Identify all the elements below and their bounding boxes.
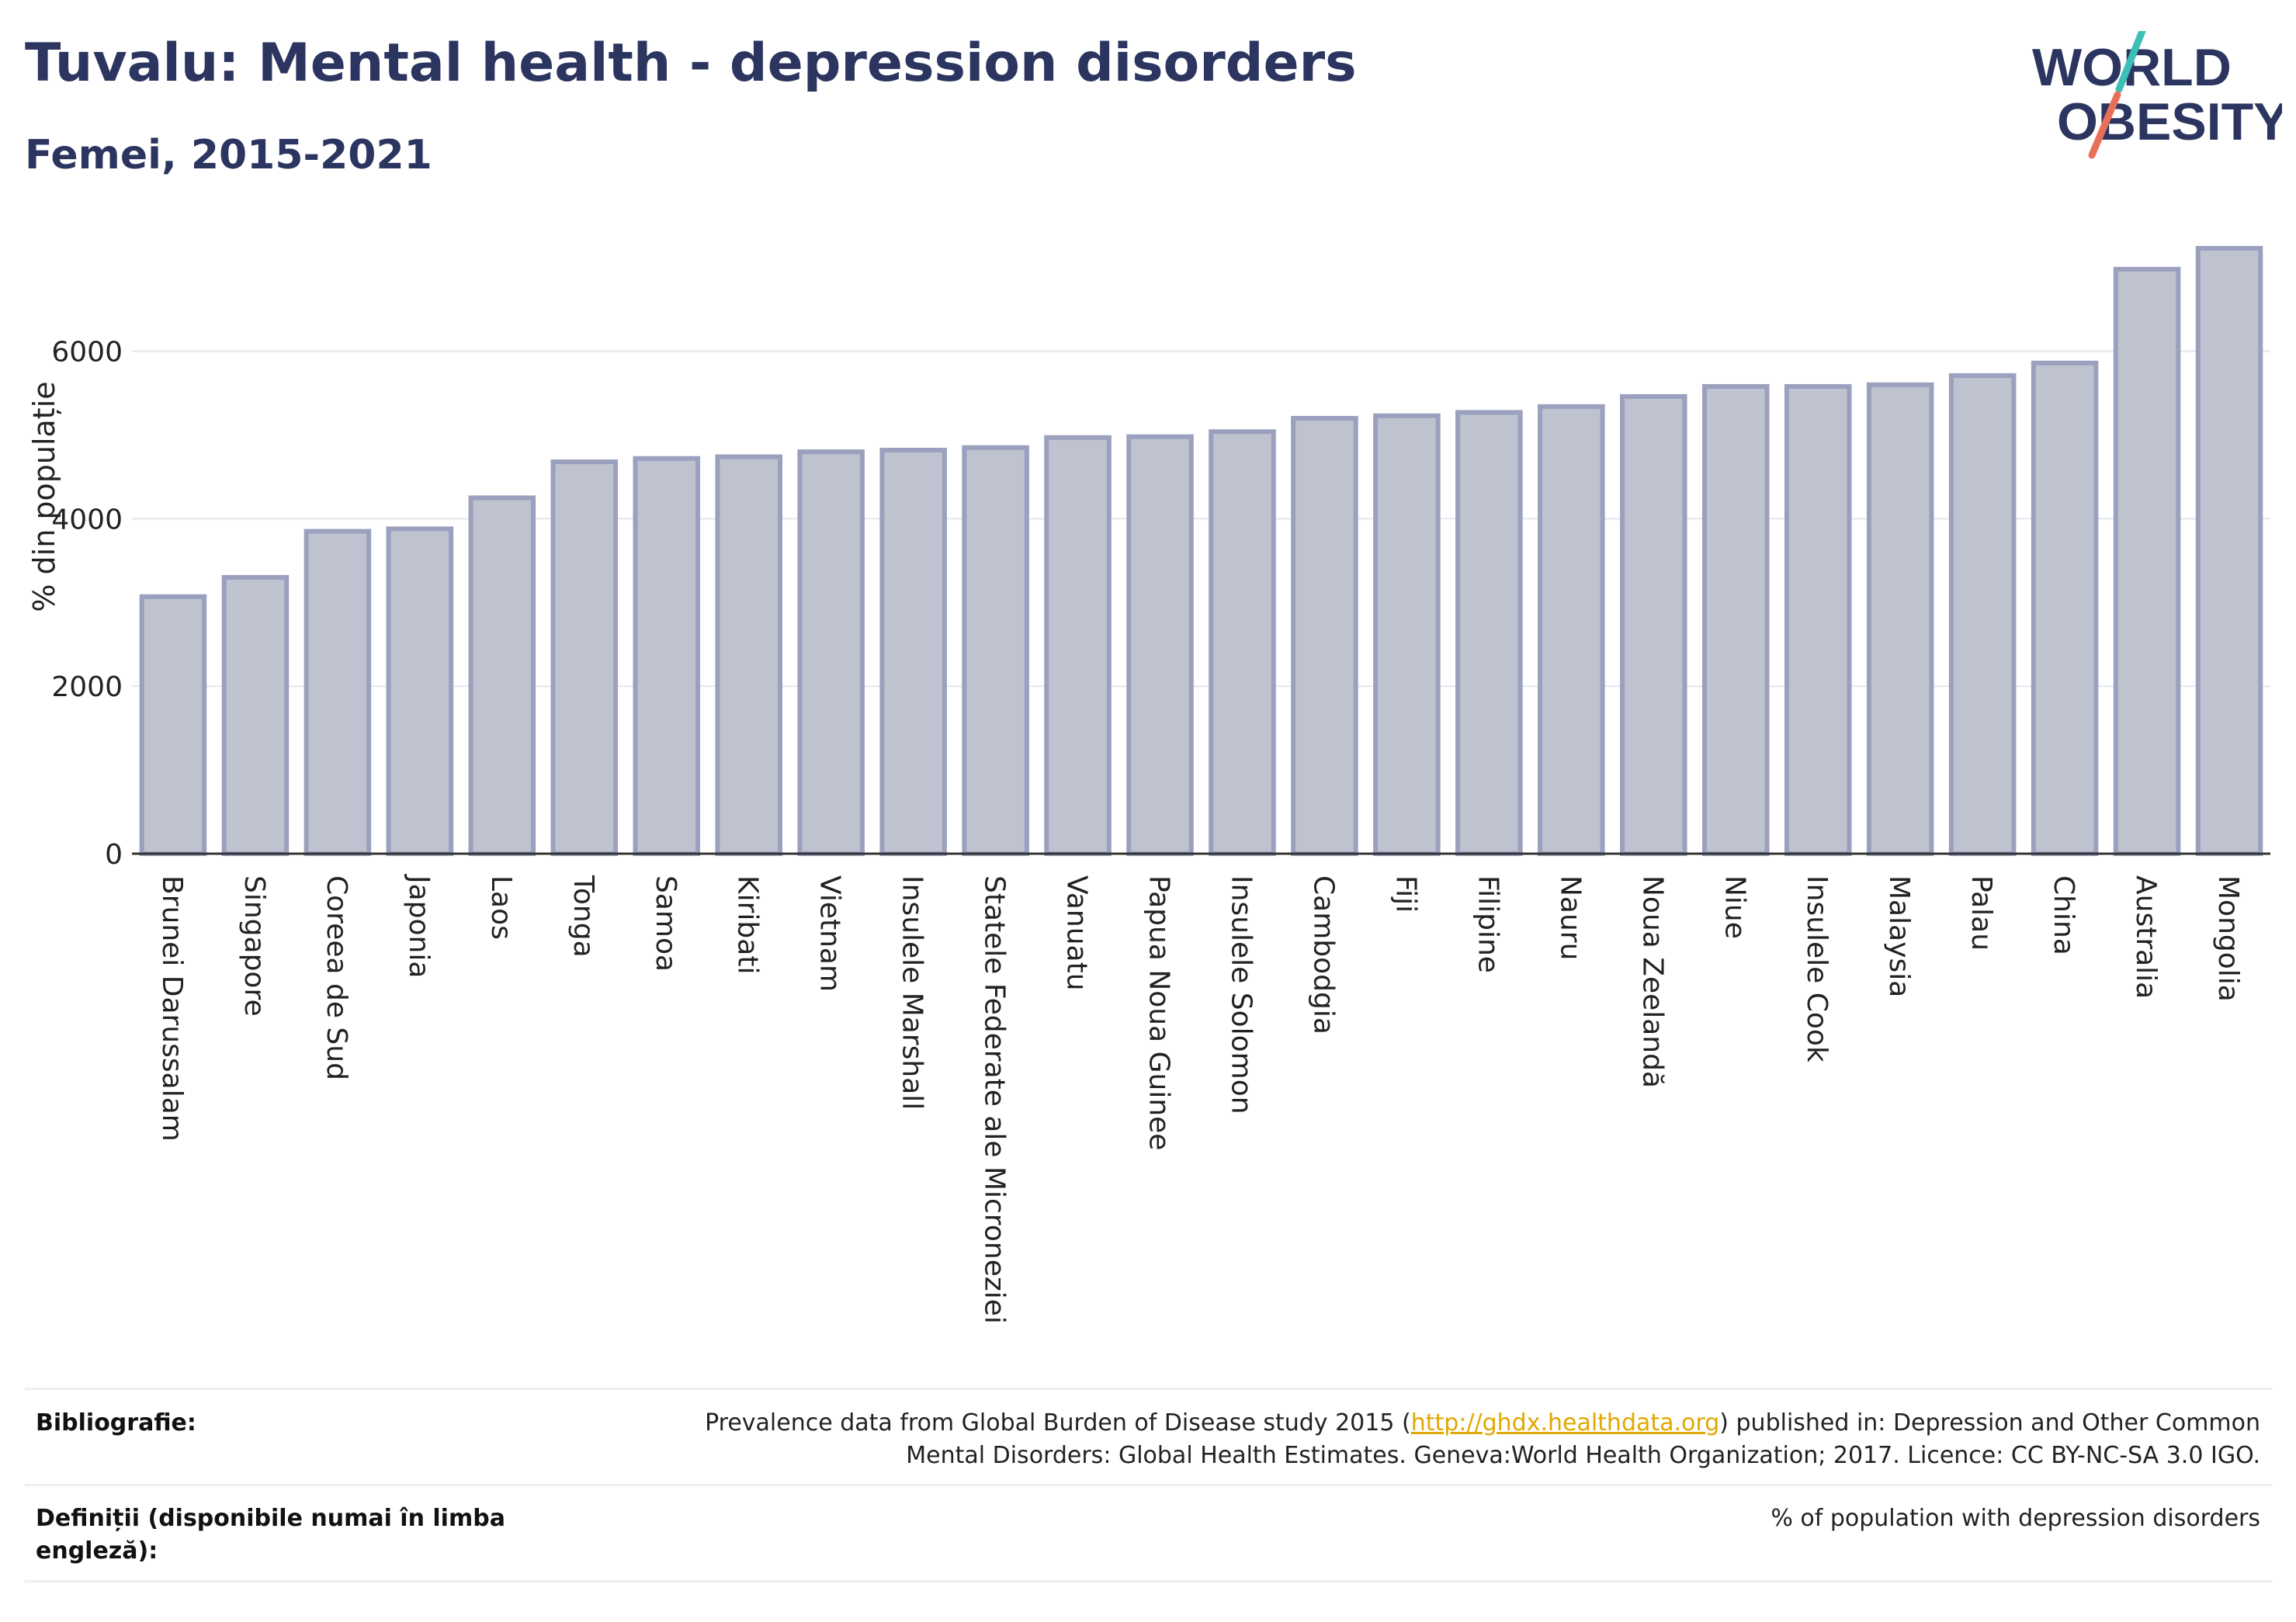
- bar[interactable]: [879, 447, 947, 856]
- bar[interactable]: [1701, 383, 1770, 856]
- y-axis-label: % din populație: [27, 381, 61, 612]
- x-tick-label: Kiribati: [732, 875, 764, 974]
- footer-divider-top: [25, 1388, 2273, 1390]
- logo-slash-teal: [2115, 31, 2146, 93]
- x-tick-label: Australia: [2130, 875, 2162, 999]
- world-obesity-logo: WORLD OBESITY: [2032, 31, 2282, 159]
- footer-divider-mid: [25, 1484, 2273, 1486]
- bar[interactable]: [1291, 415, 1358, 856]
- bar[interactable]: [1538, 404, 1605, 856]
- bibliography-text-post: ) published in: Depression and Other Com…: [1719, 1409, 2260, 1437]
- definitions-label-line2: engleză):: [36, 1537, 158, 1565]
- axis-layer: 0 2000 4000 6000 Brunei Darussalam Singapore C…: [51, 337, 2270, 1324]
- x-tick-label: Tonga: [567, 875, 599, 958]
- bar-layer: [139, 245, 2263, 857]
- bar[interactable]: [715, 454, 782, 856]
- bar[interactable]: [1784, 383, 1852, 856]
- x-tick-label: Samoa: [650, 875, 682, 972]
- bar[interactable]: [386, 526, 454, 856]
- bar[interactable]: [1948, 373, 2017, 856]
- x-tick-label: Fiji: [1389, 875, 1421, 913]
- bar[interactable]: [1620, 393, 1687, 857]
- bar[interactable]: [1209, 429, 1276, 856]
- bar[interactable]: [1126, 434, 1194, 856]
- bibliography-text: Prevalence data from Global Burden of Di…: [705, 1407, 2260, 1472]
- bar[interactable]: [468, 495, 536, 857]
- definitions-text: % of population with depression disorder…: [1771, 1505, 2260, 1532]
- bibliography-text-line2: Mental Disorders: Global Health Estimate…: [906, 1442, 2260, 1469]
- x-tick-label: Laos: [485, 875, 517, 940]
- logo-slash-coral: [2088, 91, 2121, 159]
- y-tick-label: 0: [105, 839, 123, 871]
- x-tick-label: Papua Noua Guinee: [1143, 875, 1175, 1150]
- x-tick-label: Vietnam: [814, 875, 846, 992]
- bar[interactable]: [221, 574, 290, 857]
- x-tick-label: Malaysia: [1883, 875, 1915, 997]
- x-tick-label: Niue: [1719, 875, 1750, 939]
- bar[interactable]: [1866, 382, 1934, 856]
- bibliography-link[interactable]: http://ghdx.healthdata.org: [1410, 1409, 1720, 1437]
- bar[interactable]: [797, 449, 865, 856]
- x-tick-label: Insulele Solomon: [1225, 875, 1257, 1114]
- x-tick-label: Japonia: [403, 874, 435, 978]
- bar[interactable]: [303, 529, 372, 857]
- bar[interactable]: [2113, 266, 2181, 857]
- footer-divider-bottom: [25, 1580, 2273, 1582]
- x-tick-label: Coreea de Sud: [321, 875, 352, 1080]
- bar[interactable]: [2195, 245, 2263, 856]
- x-tick-label: Palau: [1965, 875, 1997, 951]
- page-title: Tuvalu: Mental health - depression disor…: [25, 33, 1357, 94]
- x-tick-label: Nauru: [1554, 875, 1586, 960]
- x-tick-label: Statele Federate ale Microneziei: [979, 875, 1011, 1324]
- y-tick-label: 4000: [51, 504, 123, 535]
- definitions-label: Definiții (disponibile numai în limba en…: [36, 1502, 505, 1568]
- bar[interactable]: [2031, 360, 2099, 857]
- x-tick-label: Noua Zeelandă: [1636, 875, 1668, 1088]
- bibliography-text-pre: Prevalence data from Global Burden of Di…: [705, 1409, 1411, 1437]
- x-tick-label: Mongolia: [2212, 875, 2244, 1002]
- x-tick-label: China: [2048, 875, 2079, 955]
- definitions-label-line1: Definiții (disponibile numai în limba: [36, 1505, 505, 1532]
- x-tick-label: Filipine: [1472, 875, 1503, 973]
- bar[interactable]: [962, 445, 1029, 856]
- x-tick-label: Insulele Marshall: [897, 875, 928, 1110]
- bar[interactable]: [550, 459, 619, 856]
- logo-text-world: WORLD: [2032, 38, 2232, 97]
- bar[interactable]: [139, 594, 207, 857]
- bibliography-label: Bibliografie:: [36, 1409, 196, 1437]
- bar[interactable]: [633, 456, 701, 856]
- bar-chart: 0 2000 4000 6000 Brunei Darussalam Singapore C…: [27, 245, 2270, 1324]
- bar[interactable]: [1455, 410, 1523, 856]
- y-tick-label: 6000: [51, 337, 123, 369]
- x-tick-label: Vanuatu: [1061, 875, 1093, 991]
- page-subtitle: Femei, 2015-2021: [25, 132, 432, 178]
- bar[interactable]: [1044, 435, 1112, 856]
- x-tick-label: Singapore: [238, 875, 270, 1017]
- x-tick-label: Cambodgia: [1307, 875, 1339, 1035]
- y-tick-label: 2000: [51, 671, 123, 703]
- bar[interactable]: [1373, 413, 1441, 856]
- x-tick-label: Brunei Darussalam: [156, 875, 188, 1142]
- x-tick-label: Insulele Cook: [1801, 875, 1833, 1062]
